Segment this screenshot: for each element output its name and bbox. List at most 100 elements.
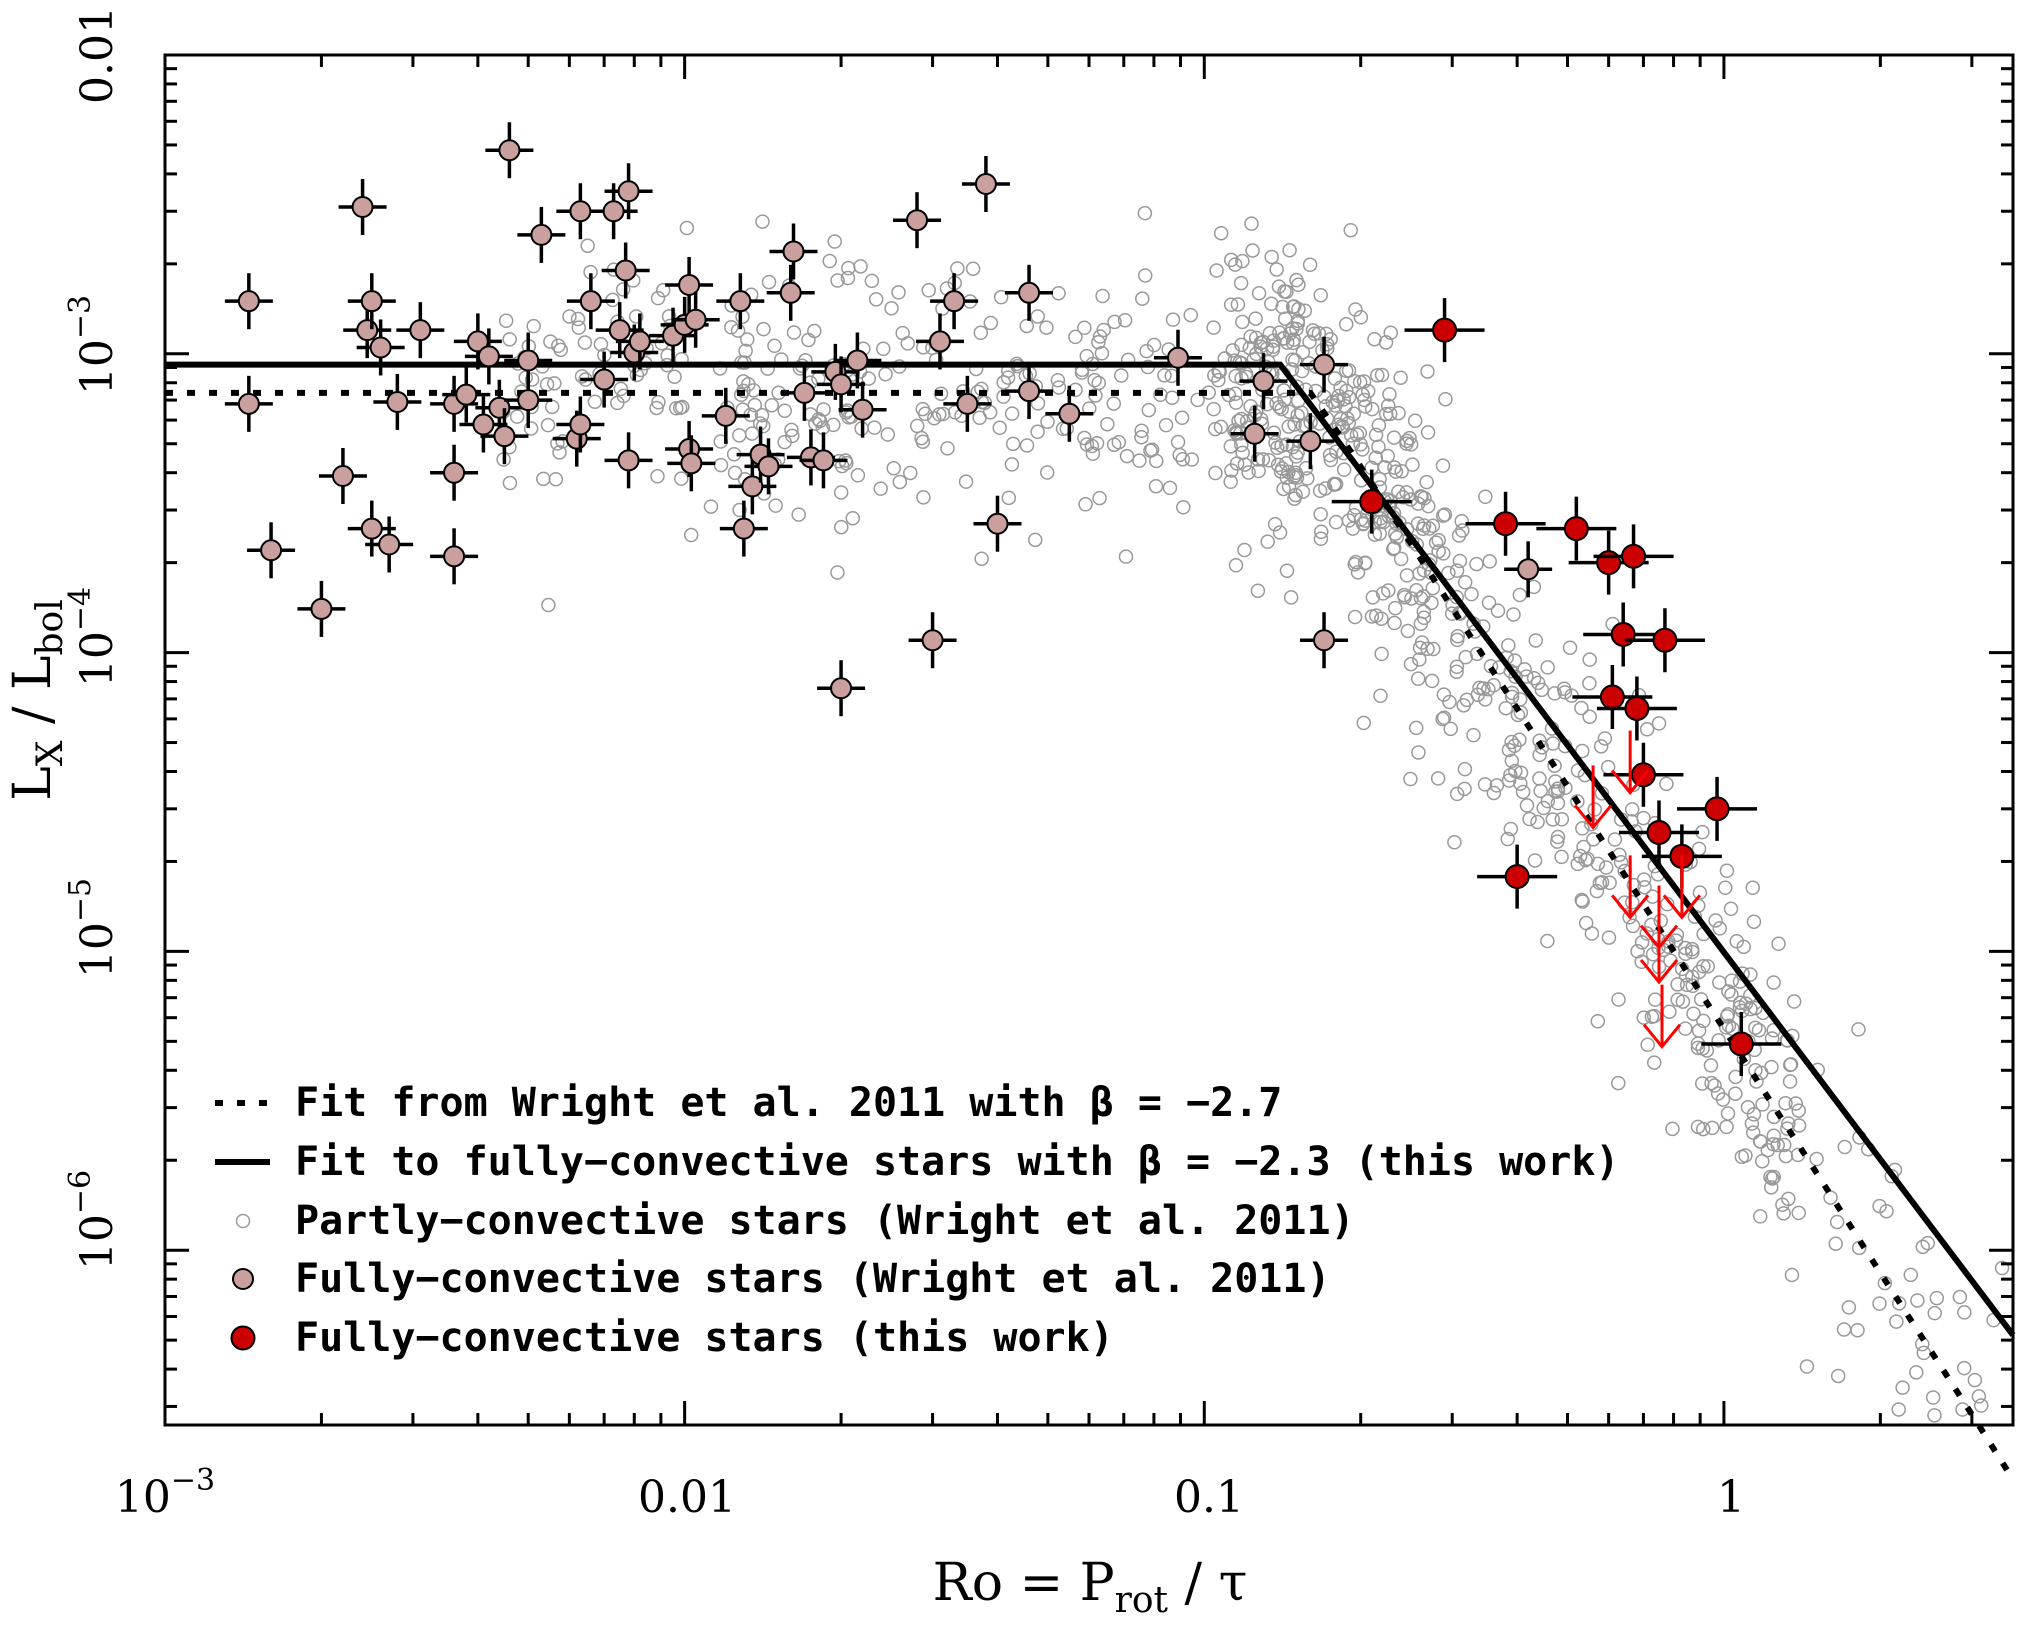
partly-convective-point bbox=[1436, 710, 1452, 726]
partly-convective-point bbox=[1288, 468, 1303, 483]
partly-convective-point bbox=[914, 430, 929, 446]
partly-convective-point bbox=[768, 498, 783, 513]
y-tick-label: 10−4 bbox=[63, 587, 123, 687]
partly-convective-point bbox=[1336, 462, 1352, 477]
partly-convective-point bbox=[1358, 555, 1373, 571]
partly-convective-point bbox=[1414, 489, 1429, 505]
partly-convective-point bbox=[1452, 553, 1468, 569]
this-work-point bbox=[1646, 819, 1672, 845]
partly-convective-point bbox=[1636, 1010, 1652, 1025]
partly-convective-point bbox=[733, 387, 749, 403]
partly-convective-point bbox=[1164, 390, 1180, 406]
partly-convective-point bbox=[1269, 396, 1284, 411]
partly-convective-point bbox=[1711, 1033, 1726, 1048]
legend-entry: Partly−convective stars (Wright et al. 2… bbox=[295, 1198, 1355, 1244]
partly-convective-point bbox=[950, 261, 965, 276]
partly-convective-point bbox=[1399, 433, 1415, 449]
partly-convective-point bbox=[1313, 506, 1328, 522]
wright-fully-convective-point bbox=[986, 512, 1009, 535]
partly-convective-point bbox=[1728, 1069, 1743, 1085]
partly-convective-point bbox=[1752, 1133, 1768, 1149]
wright-fully-convective-point bbox=[628, 330, 651, 353]
partly-convective-point bbox=[1228, 558, 1244, 573]
wright-fully-convective-point bbox=[714, 404, 737, 427]
partly-convective-point bbox=[933, 386, 949, 401]
partly-convective-point bbox=[876, 341, 891, 357]
partly-convective-point bbox=[1728, 1086, 1743, 1101]
partly-convective-point bbox=[1360, 383, 1376, 399]
partly-convective-point bbox=[1481, 682, 1496, 697]
partly-convective-point bbox=[1419, 474, 1434, 490]
wright-fully-convective-point bbox=[1243, 422, 1266, 445]
partly-convective-point bbox=[1481, 595, 1497, 610]
partly-convective-point bbox=[502, 332, 517, 347]
axis-ticks bbox=[163, 55, 2013, 1425]
partly-convective-point bbox=[1589, 883, 1605, 899]
partly-convective-point bbox=[909, 418, 925, 434]
partly-convective-point bbox=[1501, 742, 1517, 758]
legend-red-circle-swatch bbox=[230, 1325, 256, 1351]
partly-convective-point bbox=[1751, 1022, 1767, 1038]
partly-convective-point bbox=[1877, 1275, 1893, 1291]
partly-convective-point bbox=[1435, 458, 1451, 473]
partly-convective-point bbox=[1506, 607, 1521, 622]
partly-convective-point bbox=[1365, 590, 1381, 605]
partly-convective-point bbox=[1092, 490, 1107, 506]
wright-fully-convective-point bbox=[678, 273, 701, 296]
partly-convective-point bbox=[1776, 1137, 1792, 1153]
partly-convective-point bbox=[1952, 1289, 1968, 1305]
partly-convective-point bbox=[536, 471, 551, 487]
partly-convective-point bbox=[1490, 603, 1506, 618]
partly-convective-point bbox=[1170, 434, 1186, 450]
partly-convective-point bbox=[1895, 1380, 1910, 1395]
partly-convective-point bbox=[1809, 1151, 1824, 1167]
partly-convective-point bbox=[523, 421, 539, 436]
this-work-point bbox=[1652, 627, 1678, 653]
wright-fully-convective-point bbox=[378, 533, 401, 556]
partly-convective-point bbox=[1367, 527, 1383, 542]
partly-convective-point bbox=[1295, 484, 1311, 499]
partly-convective-point bbox=[1670, 992, 1686, 1008]
partly-convective-point bbox=[571, 320, 587, 335]
wright-fully-convective-point bbox=[409, 319, 432, 342]
partly-convective-point bbox=[1393, 551, 1409, 567]
partly-convective-point bbox=[1137, 205, 1153, 221]
partly-convective-point bbox=[1707, 1078, 1722, 1093]
wright-fully-convective-point bbox=[956, 392, 979, 415]
partly-convective-point bbox=[926, 410, 942, 426]
partly-convective-point bbox=[1400, 623, 1416, 639]
wright-fully-convective-point bbox=[530, 223, 553, 246]
partly-convective-point bbox=[1704, 1120, 1720, 1136]
partly-convective-point bbox=[1371, 418, 1387, 433]
partly-convective-point bbox=[1540, 660, 1555, 675]
partly-convective-point bbox=[1334, 418, 1350, 434]
partly-convective-point bbox=[1289, 470, 1305, 485]
partly-convective-point bbox=[1455, 523, 1470, 538]
partly-convective-point bbox=[1394, 464, 1409, 479]
partly-convective-point bbox=[1519, 669, 1534, 684]
partly-convective-point bbox=[1387, 615, 1402, 631]
partly-convective-point bbox=[1647, 992, 1663, 1007]
partly-convective-point bbox=[593, 337, 609, 352]
partly-convective-point bbox=[1228, 395, 1244, 410]
partly-convective-point bbox=[1540, 933, 1555, 949]
partly-convective-point bbox=[1282, 242, 1297, 258]
partly-convective-point bbox=[1513, 765, 1529, 781]
partly-convective-point bbox=[1636, 810, 1651, 826]
partly-convective-point bbox=[1403, 771, 1418, 787]
partly-convective-point bbox=[1784, 1267, 1800, 1283]
partly-convective-point bbox=[1746, 1107, 1762, 1122]
partly-convective-point bbox=[1575, 743, 1590, 759]
partly-convective-point bbox=[1786, 994, 1802, 1009]
partly-convective-point bbox=[1550, 829, 1566, 845]
partly-convective-point bbox=[1295, 345, 1311, 360]
partly-convective-point bbox=[1370, 368, 1385, 383]
partly-convective-point bbox=[1441, 565, 1456, 581]
legend: Fit from Wright et al. 2011 with β = −2.… bbox=[215, 1080, 1620, 1361]
partly-convective-point bbox=[1442, 694, 1457, 710]
partly-convective-point bbox=[1526, 670, 1542, 686]
partly-convective-point bbox=[1381, 583, 1396, 598]
partly-convective-point bbox=[880, 427, 896, 442]
partly-convective-point bbox=[1755, 1097, 1770, 1112]
partly-convective-point bbox=[1245, 243, 1260, 258]
